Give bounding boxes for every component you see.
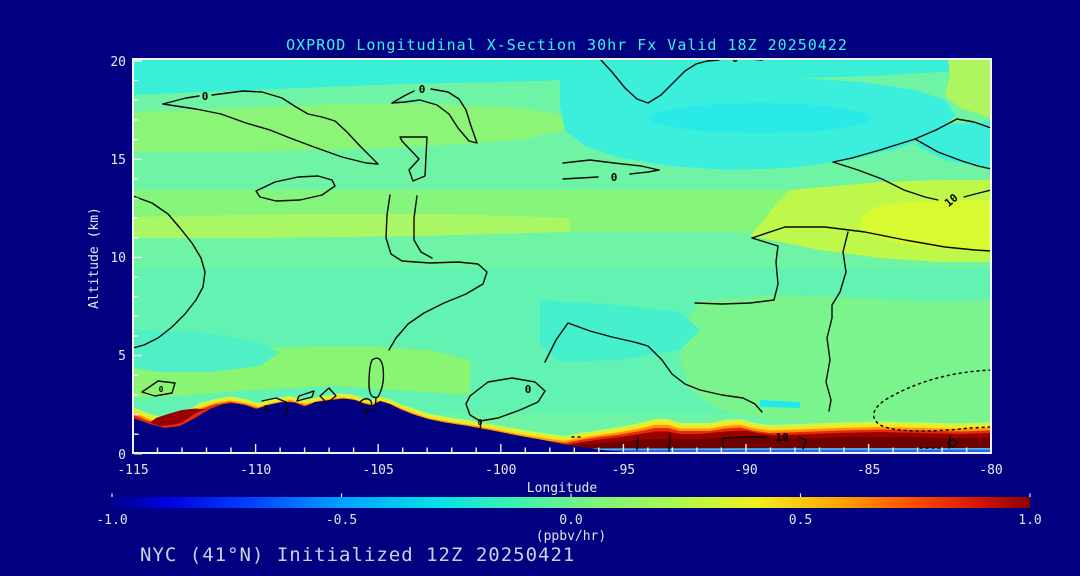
x-axis-title: Longitude	[527, 481, 598, 496]
x-tick--115: -115	[117, 463, 148, 478]
contour-field: 0 0 0 0 0 0 0 0 10 10	[133, 52, 991, 454]
y-axis: 0 5 10 15 20 Altitude (km)	[87, 55, 126, 463]
contour-label-zero: 0	[159, 385, 164, 394]
contour-label-zero: 0	[202, 90, 209, 103]
x-tick--110: -110	[240, 463, 271, 478]
y-axis-title: Altitude (km)	[87, 207, 102, 309]
cbar-tick-1: 1.0	[1018, 513, 1041, 528]
x-tick--95: -95	[612, 463, 635, 478]
colorbar-units: (ppbv/hr)	[536, 529, 606, 544]
cbar-tick-05: 0.5	[789, 513, 812, 528]
contour-label-zero: 0	[525, 383, 532, 396]
contour-label-zero: 0	[611, 171, 618, 184]
contour-label-zero: 0	[732, 52, 739, 65]
x-axis: -115 -110 -105 -100 -95 -90 -85 -80 Long…	[117, 463, 1002, 496]
y-tick-20: 20	[110, 55, 126, 70]
contour-label-zero: 0	[419, 83, 426, 96]
y-tick-5: 5	[118, 349, 126, 364]
colorbar-gradient	[112, 497, 1030, 508]
x-tick--100: -100	[485, 463, 516, 478]
x-tick--85: -85	[857, 463, 880, 478]
init-annotation: NYC (41°N) Initialized 12Z 20250421	[140, 544, 575, 566]
x-tick--105: -105	[363, 463, 394, 478]
contour-label-zero: 0	[264, 404, 269, 413]
contour-label-ten: 10	[775, 431, 788, 444]
plot-frame	[132, 58, 992, 454]
cbar-tick-0: 0.0	[559, 513, 582, 528]
axis-ticks	[132, 60, 992, 455]
x-tick--80: -80	[979, 463, 1002, 478]
contour-label-zero: 0	[478, 418, 483, 427]
x-tick--90: -90	[734, 463, 757, 478]
y-tick-15: 15	[110, 153, 126, 168]
y-tick-0: 0	[118, 448, 126, 463]
terrain-silhouette	[133, 398, 991, 454]
cbar-tick-neg05: -0.5	[326, 513, 357, 528]
colorbar: -1.0 -0.5 0.0 0.5 1.0 (ppbv/hr)	[96, 493, 1042, 544]
negative-dotted-contour	[873, 369, 991, 432]
cbar-tick-neg1: -1.0	[96, 513, 127, 528]
y-tick-10: 10	[110, 251, 126, 266]
chart-title: OXPROD Longitudinal X-Section 30hr Fx Va…	[286, 36, 848, 54]
contour-lines	[133, 59, 991, 452]
